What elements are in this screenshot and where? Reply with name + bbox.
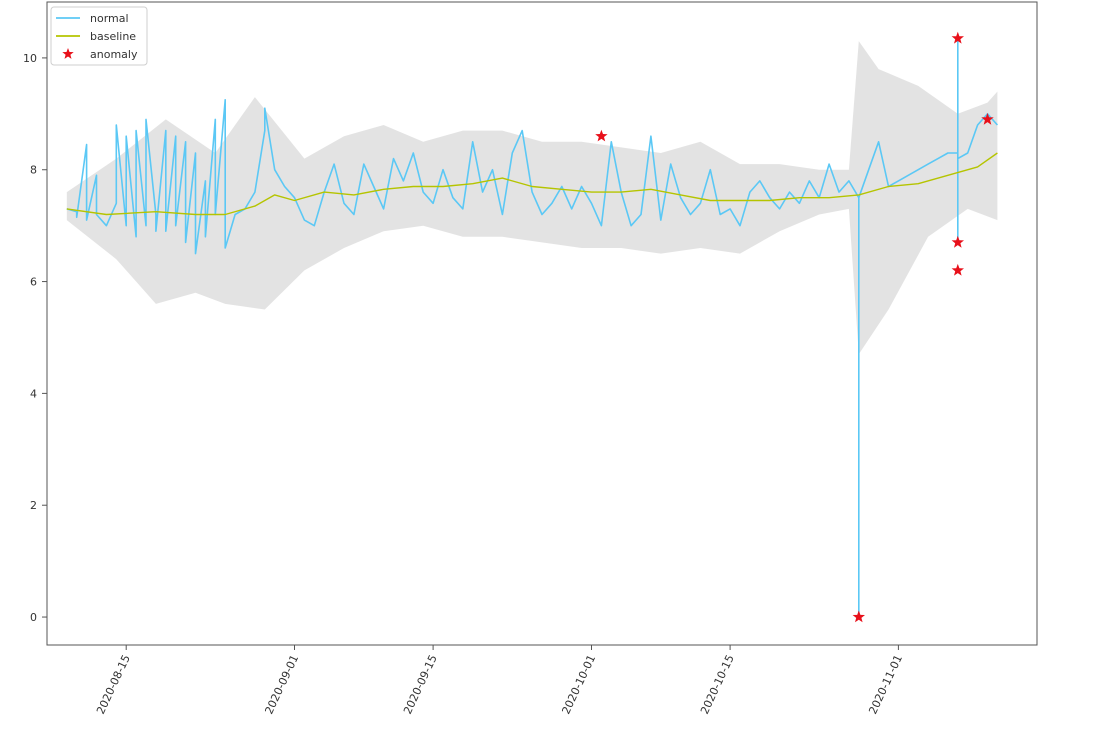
legend-label-baseline: baseline <box>90 30 136 43</box>
anomaly-marker-layer <box>595 31 994 623</box>
y-tick-label: 2 <box>30 499 37 512</box>
baseline-series-line <box>66 152 998 216</box>
anomaly-point <box>951 31 964 44</box>
x-tick-label: 2020-10-15 <box>698 653 737 716</box>
anomaly-point <box>951 235 964 248</box>
x-tick-label: 2020-10-01 <box>559 653 598 716</box>
legend-frame <box>50 6 148 66</box>
legend-label-normal: normal <box>90 12 129 25</box>
confidence-band-layer <box>66 41 998 355</box>
series-line-layer <box>66 40 998 618</box>
x-tick-label: 2020-11-01 <box>866 653 905 716</box>
legend: normal baseline anomaly <box>50 6 148 66</box>
y-tick-label: 8 <box>30 164 37 177</box>
anomaly-point <box>981 112 994 125</box>
anomaly-point <box>852 610 865 623</box>
legend-swatch-anomaly <box>62 48 74 59</box>
x-axis: 2020-08-15 2020-09-01 2020-09-15 2020-10-01… <box>94 645 905 716</box>
plot-frame <box>46 1 1038 646</box>
anomaly-point <box>951 263 964 276</box>
y-tick-label: 10 <box>23 52 37 65</box>
anomaly-point <box>595 129 608 142</box>
y-tick-label: 4 <box>30 387 37 400</box>
legend-label-anomaly: anomaly <box>90 48 138 61</box>
x-tick-label: 2020-09-15 <box>401 653 440 716</box>
x-tick-label: 2020-09-01 <box>262 653 301 716</box>
x-tick-label: 2020-08-15 <box>94 653 133 716</box>
confidence-band <box>66 41 998 355</box>
y-axis: 0 2 4 6 8 10 <box>23 52 47 624</box>
y-tick-label: 0 <box>30 611 37 624</box>
y-tick-label: 6 <box>30 276 37 289</box>
